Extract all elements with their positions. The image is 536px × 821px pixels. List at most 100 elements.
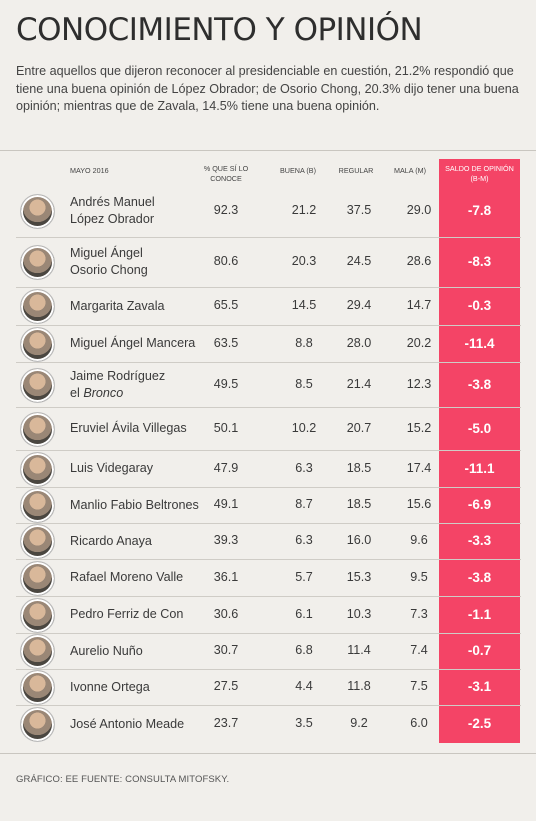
candidate-name-line1: Jaime Rodríguez [70, 368, 166, 383]
row-divider [16, 559, 521, 560]
row-divider [16, 287, 521, 288]
candidate-name-line1: Pedro Ferriz de Con [70, 607, 184, 621]
row-divider [16, 669, 521, 670]
cell-regular: 21.4 [346, 376, 372, 391]
candidate-name: Margarita Zavala [70, 298, 165, 315]
cell-mala: 17.4 [406, 460, 432, 475]
cell-conoce: 30.6 [213, 606, 239, 621]
cell-saldo: -3.3 [467, 533, 492, 548]
candidate-photo [20, 326, 55, 362]
candidate-photo [20, 411, 55, 447]
cell-mala: 7.5 [410, 679, 428, 693]
candidate-name-line1: Aurelio Nuño [70, 643, 143, 658]
cell-saldo: -3.8 [467, 376, 492, 392]
cell-mala: 29.0 [406, 203, 432, 217]
candidate-name-line1: Luis Videgaray [70, 461, 154, 475]
saldo-column-highlight [439, 159, 520, 743]
cell-saldo: -6.9 [467, 497, 492, 512]
header-period: MAYO 2016 [70, 166, 109, 175]
page-title: CONOCIMIENTO Y OPINIÓN [16, 12, 423, 48]
candidate-name: Pedro Ferriz de Con [70, 606, 183, 623]
cell-saldo: -3.1 [467, 679, 492, 694]
cell-conoce: 80.6 [213, 254, 239, 268]
candidate-name-line1: José Antonio Meade [70, 716, 185, 731]
cell-buena: 10.2 [291, 420, 317, 435]
cell-mala: 7.3 [410, 606, 428, 621]
cell-mala: 7.4 [410, 643, 428, 657]
cell-saldo: -2.5 [467, 716, 492, 731]
cell-regular: 18.5 [346, 460, 372, 475]
header-buena: BUENA (B) [280, 166, 316, 175]
candidate-name: Manlio Fabio Beltrones [70, 497, 199, 514]
candidate-name: Jaime Rodríguez el Bronco [70, 368, 165, 402]
cell-saldo: -0.7 [467, 643, 492, 658]
cell-conoce: 47.9 [213, 460, 239, 475]
row-divider [16, 407, 521, 408]
cell-regular: 20.7 [346, 420, 372, 435]
top-rule [0, 150, 536, 151]
cell-conoce: 36.1 [213, 569, 239, 584]
cell-buena: 20.3 [291, 254, 317, 268]
cell-saldo: -1.1 [467, 606, 492, 622]
cell-conoce: 27.5 [213, 679, 239, 693]
row-divider [16, 633, 521, 634]
candidate-name: Luis Videgaray [70, 460, 153, 477]
candidate-name-line2: Bronco [83, 385, 124, 400]
cell-buena: 14.5 [291, 298, 317, 312]
candidate-name: Ivonne Ortega [70, 679, 150, 696]
cell-regular: 11.8 [347, 679, 371, 693]
cell-saldo: -3.8 [467, 569, 492, 585]
cell-buena: 6.8 [295, 643, 313, 657]
cell-conoce: 65.5 [213, 298, 239, 312]
row-divider [16, 523, 521, 524]
cell-regular: 28.0 [346, 335, 372, 350]
cell-saldo: -5.0 [467, 420, 492, 436]
cell-mala: 20.2 [406, 335, 432, 350]
candidate-photo [20, 451, 55, 487]
candidate-photo [20, 488, 55, 523]
cell-mala: 6.0 [410, 716, 428, 730]
candidate-photo [20, 707, 55, 742]
header-saldo: SALDO DE OPINIÓN (B-M) [445, 164, 514, 183]
cell-saldo: -0.3 [467, 298, 492, 313]
candidate-photo [20, 289, 55, 324]
cell-conoce: 50.1 [213, 420, 239, 435]
candidate-photo [20, 670, 55, 705]
candidate-name: Miguel Ángel Osorio Chong [70, 245, 148, 279]
footer-source: GRÁFICO: EE FUENTE: CONSULTA MITOFSKY. [16, 774, 230, 785]
cell-conoce: 92.3 [213, 203, 239, 217]
row-divider [16, 487, 521, 488]
candidate-name: Andrés Manuel López Obrador [70, 194, 155, 228]
candidate-photo [20, 597, 55, 633]
cell-buena: 21.2 [291, 203, 317, 217]
cell-buena: 8.5 [295, 376, 313, 391]
row-divider [16, 362, 521, 363]
cell-buena: 4.4 [295, 679, 313, 693]
cell-mala: 9.5 [410, 569, 428, 584]
row-divider [16, 325, 521, 326]
cell-saldo: -8.3 [467, 254, 492, 269]
cell-conoce: 23.7 [213, 716, 239, 730]
candidate-photo [20, 634, 55, 669]
candidate-name-line1: Miguel Ángel Mancera [70, 336, 196, 350]
cell-mala: 12.3 [406, 376, 432, 391]
candidate-name: Aurelio Nuño [70, 643, 143, 660]
candidate-name-line1: Rafael Moreno Valle [70, 570, 184, 584]
candidate-name: Miguel Ángel Mancera [70, 335, 195, 352]
candidate-name-line1: Ivonne Ortega [70, 679, 150, 694]
candidate-name-line2: Osorio Chong [70, 263, 148, 277]
intro-text: Entre aquellos que dijeron reconocer al … [16, 64, 519, 113]
cell-mala: 15.6 [406, 497, 432, 511]
candidate-name-line1: Andrés Manuel [70, 195, 155, 209]
candidate-photo [20, 245, 55, 280]
candidate-name-line1: Manlio Fabio Beltrones [70, 497, 199, 512]
header-regular: REGULAR [338, 166, 374, 175]
cell-regular: 10.3 [346, 606, 372, 621]
cell-buena: 6.3 [295, 533, 313, 547]
cell-regular: 15.3 [346, 569, 372, 584]
cell-regular: 16.0 [346, 533, 372, 547]
cell-mala: 28.6 [406, 254, 432, 268]
candidate-name-line1: Eruviel Ávila Villegas [70, 421, 187, 435]
row-divider [16, 450, 521, 451]
cell-saldo: -11.4 [464, 335, 495, 351]
